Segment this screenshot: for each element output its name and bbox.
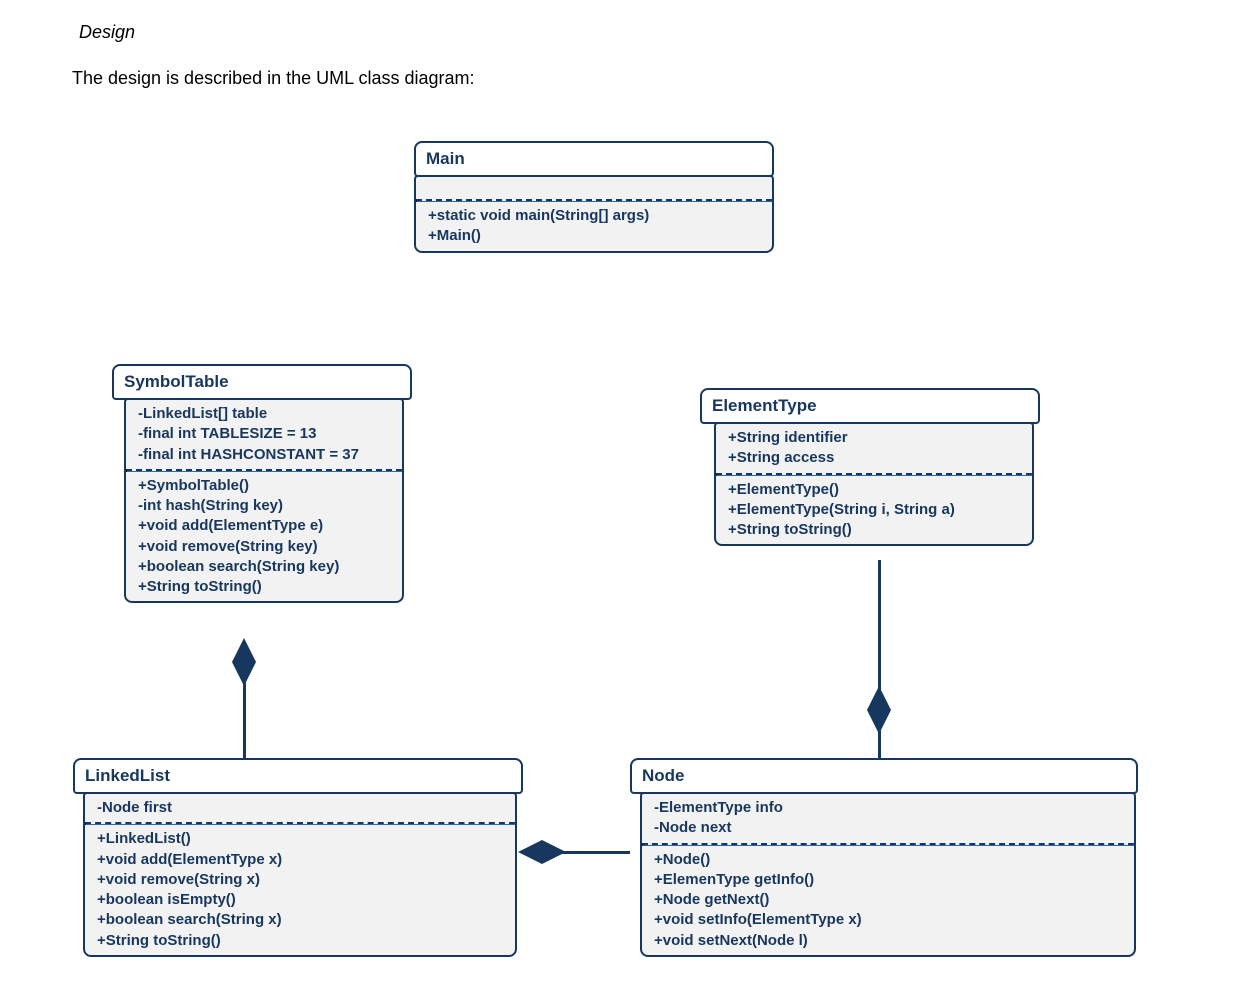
uml-member: +ElementType(String i, String a)	[728, 500, 1020, 520]
uml-member: -int hash(String key)	[138, 496, 390, 516]
uml-member: +Node getNext()	[654, 890, 1122, 910]
uml-classname: SymbolTable	[112, 364, 412, 400]
uml-member: +SymbolTable()	[138, 476, 390, 496]
uml-classname: ElementType	[700, 388, 1040, 424]
uml-attributes: -ElementType info -Node next	[642, 794, 1134, 843]
uml-methods: +ElementType() +ElementType(String i, St…	[716, 476, 1032, 545]
uml-methods: +Node() +ElemenType getInfo() +Node getN…	[642, 846, 1134, 955]
uml-methods: +SymbolTable() -int hash(String key) +vo…	[126, 472, 402, 602]
uml-member: +boolean search(String key)	[138, 557, 390, 577]
uml-classbody: +String identifier +String access +Eleme…	[714, 422, 1034, 546]
uml-class-symboltable: SymbolTable -LinkedList[] table -final i…	[112, 364, 412, 603]
uml-member: -final int HASHCONSTANT = 37	[138, 445, 390, 465]
uml-class-linkedlist: LinkedList -Node first +LinkedList() +vo…	[73, 758, 523, 957]
uml-member: +ElementType()	[728, 480, 1020, 500]
uml-member: +Node()	[654, 850, 1122, 870]
uml-member: +String access	[728, 448, 1020, 468]
uml-member: +boolean isEmpty()	[97, 890, 503, 910]
intro-text: The design is described in the UML class…	[72, 68, 475, 89]
uml-member: +void add(ElementType x)	[97, 850, 503, 870]
uml-classbody: -LinkedList[] table -final int TABLESIZE…	[124, 398, 404, 603]
uml-member: +String toString()	[728, 520, 1020, 540]
uml-member: +void remove(String x)	[97, 870, 503, 890]
uml-class-main: Main +static void main(String[] args) +M…	[414, 141, 774, 253]
uml-classname: Node	[630, 758, 1138, 794]
uml-member: +void setNext(Node l)	[654, 931, 1122, 951]
uml-classname: Main	[414, 141, 774, 177]
uml-methods: +static void main(String[] args) +Main()	[416, 202, 772, 251]
uml-member: -Node first	[97, 798, 503, 818]
uml-member: +String identifier	[728, 428, 1020, 448]
diamond-symboltable	[232, 638, 256, 682]
uml-member: +void add(ElementType e)	[138, 516, 390, 536]
uml-methods: +LinkedList() +void add(ElementType x) +…	[85, 825, 515, 955]
uml-classname: LinkedList	[73, 758, 523, 794]
uml-member: -Node next	[654, 818, 1122, 838]
uml-member: -LinkedList[] table	[138, 404, 390, 424]
uml-class-elementtype: ElementType +String identifier +String a…	[700, 388, 1040, 546]
uml-classbody: -ElementType info -Node next +Node() +El…	[640, 792, 1136, 957]
uml-classbody: -Node first +LinkedList() +void add(Elem…	[83, 792, 517, 957]
uml-member: +void setInfo(ElementType x)	[654, 910, 1122, 930]
diamond-linkedlist	[518, 840, 542, 884]
uml-member: +void remove(String key)	[138, 537, 390, 557]
uml-member: +LinkedList()	[97, 829, 503, 849]
uml-member: -ElementType info	[654, 798, 1122, 818]
uml-member: +String toString()	[97, 931, 503, 951]
uml-attributes	[416, 177, 772, 199]
uml-classbody: +static void main(String[] args) +Main()	[414, 175, 774, 253]
uml-class-node: Node -ElementType info -Node next +Node(…	[630, 758, 1138, 957]
uml-attributes: +String identifier +String access	[716, 424, 1032, 473]
uml-member: -final int TABLESIZE = 13	[138, 424, 390, 444]
diamond-elementtype	[867, 686, 891, 730]
uml-member: +static void main(String[] args)	[428, 206, 760, 226]
uml-member: +ElemenType getInfo()	[654, 870, 1122, 890]
uml-member: +boolean search(String x)	[97, 910, 503, 930]
uml-attributes: -Node first	[85, 794, 515, 822]
uml-member: +Main()	[428, 226, 760, 246]
uml-attributes: -LinkedList[] table -final int TABLESIZE…	[126, 400, 402, 469]
section-heading: Design	[79, 22, 135, 43]
uml-member: +String toString()	[138, 577, 390, 597]
